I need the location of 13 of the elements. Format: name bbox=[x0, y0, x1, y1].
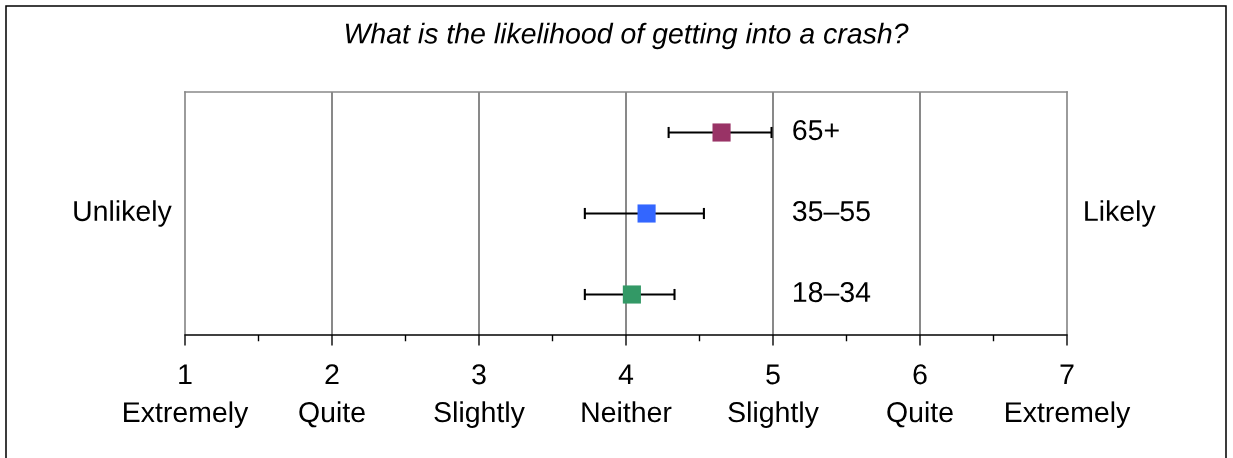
y-tick-label: 18–34 bbox=[793, 281, 871, 303]
y-tick-label: 35–55 bbox=[792, 200, 870, 222]
x-tick-label: 3 Slightly bbox=[434, 364, 525, 428]
x-tick-label: 2 Quite bbox=[299, 364, 365, 428]
text: Likely bbox=[1085, 200, 1156, 227]
x-tick-label: 1 Extremely bbox=[124, 364, 249, 428]
y-tick-label: 65+ bbox=[793, 119, 839, 141]
x-tick-label: 7 Extremely bbox=[1006, 364, 1131, 428]
x-tick-label: 4 Neither bbox=[582, 364, 672, 423]
text: Unlikely bbox=[74, 200, 172, 227]
x-tick-label: 6 Quite bbox=[887, 364, 953, 428]
chart-title: What is the likelihood of getting into a crash? bbox=[345, 22, 909, 50]
x-tick-label: 5 Slightly bbox=[728, 364, 819, 428]
